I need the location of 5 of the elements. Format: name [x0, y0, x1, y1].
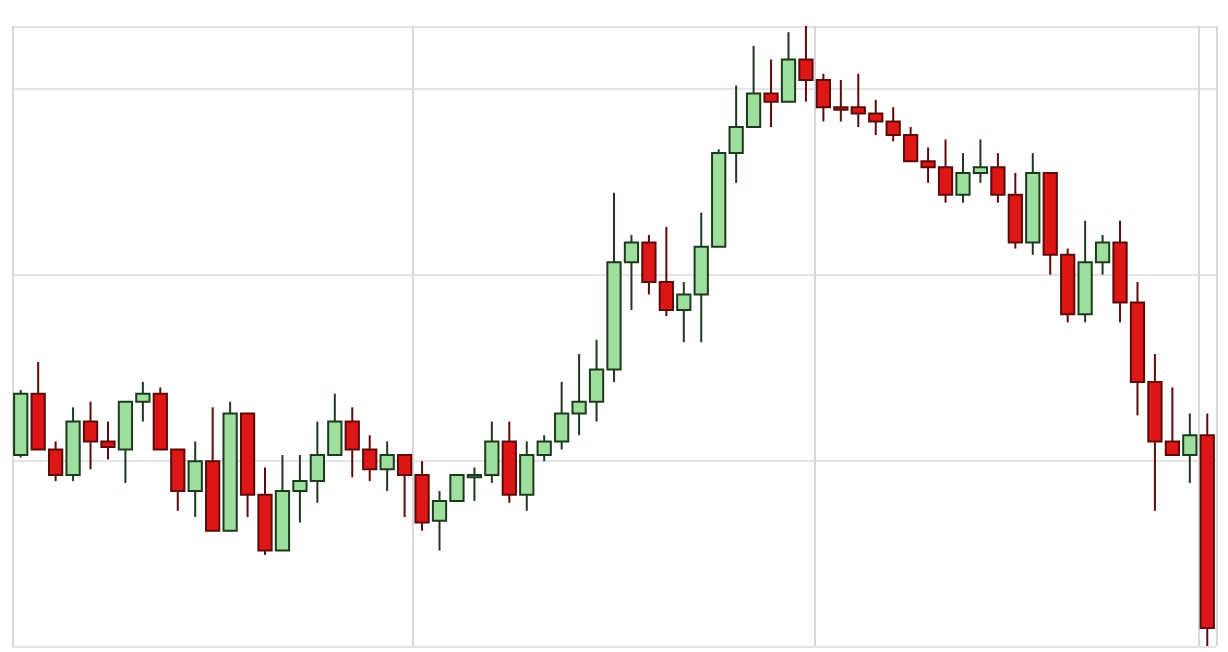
candlestick: [379, 440, 395, 492]
candlestick: [780, 31, 797, 103]
candlestick: [763, 58, 779, 129]
candlestick: [1182, 412, 1198, 484]
candlestick: [187, 440, 203, 519]
